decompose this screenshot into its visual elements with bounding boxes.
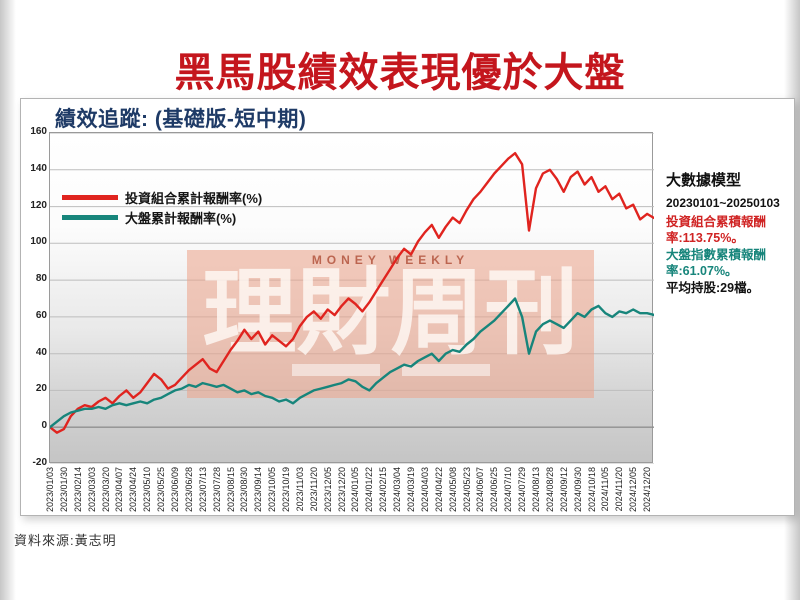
x-tick-label: 2024/09/30 bbox=[572, 467, 583, 513]
x-tick-label: 2024/07/10 bbox=[503, 467, 514, 513]
x-tick-label: 2023/11/20 bbox=[308, 467, 319, 512]
x-tick-label: 2024/02/15 bbox=[378, 467, 389, 513]
x-tick-label: 2024/05/23 bbox=[461, 467, 472, 513]
x-tick-label: 2024/03/04 bbox=[392, 467, 403, 513]
watermark-subtext bbox=[187, 363, 594, 376]
stats-holdings: 平均持股:29檔。 bbox=[666, 280, 760, 295]
stats-panel: 大數據模型 20230101~20250103 投資組合累積報酬率:113.75… bbox=[666, 171, 794, 296]
y-tick-label: 60 bbox=[35, 309, 47, 321]
legend-item-portfolio: 投資組合累計報酬率(%) bbox=[62, 187, 262, 207]
page-title: 黑馬股績效表現優於大盤 bbox=[174, 50, 626, 95]
x-tick-label: 2023/12/20 bbox=[336, 467, 347, 513]
stats-heading: 大數據模型 bbox=[666, 172, 742, 189]
x-tick-label: 2024/01/22 bbox=[364, 467, 375, 513]
y-tick-label: -20 bbox=[32, 457, 47, 468]
x-tick-label: 2024/04/03 bbox=[419, 467, 430, 513]
x-tick-label: 2023/09/14 bbox=[253, 467, 264, 513]
x-tick-label: 2024/01/05 bbox=[350, 467, 361, 513]
x-tick-label: 2023/05/10 bbox=[142, 467, 153, 513]
x-tick-label: 2023/03/03 bbox=[86, 467, 97, 513]
y-tick-label: 80 bbox=[35, 273, 47, 285]
x-tick-label: 2024/11/20 bbox=[614, 467, 625, 512]
x-tick-label: 2023/01/30 bbox=[58, 467, 69, 513]
market-series-line bbox=[50, 297, 654, 429]
x-tick-label: 2024/10/18 bbox=[586, 467, 597, 513]
x-tick-label: 2024/04/22 bbox=[433, 467, 444, 513]
stats-market-return: 大盤指數累積報酬率:61.07%。 bbox=[666, 247, 767, 279]
x-tick-label: 2024/08/13 bbox=[530, 467, 541, 513]
x-tick-label: 2023/10/05 bbox=[267, 467, 278, 513]
x-tick-label: 2023/04/07 bbox=[114, 467, 125, 513]
source-note: 資料來源:黃志明 bbox=[14, 533, 117, 548]
y-tick-label: 140 bbox=[30, 162, 47, 174]
x-tick-label: 2023/08/15 bbox=[225, 467, 236, 513]
y-tick-label: 100 bbox=[30, 236, 47, 248]
x-tick-label: 2024/06/07 bbox=[475, 467, 486, 513]
series-lines bbox=[50, 152, 654, 434]
watermark-subtext-block bbox=[291, 363, 380, 376]
legend-item-market: 大盤累計報酬率(%) bbox=[62, 207, 262, 227]
portfolio-series-line bbox=[50, 152, 654, 434]
y-tick-label: 20 bbox=[35, 383, 47, 395]
chart-card: 績效追蹤: (基礎版-短中期) 160 140 120 100 80 60 40 20 0 -20… bbox=[20, 98, 795, 516]
watermark-subtext-block bbox=[401, 363, 490, 376]
x-tick-label: 2024/06/25 bbox=[489, 467, 500, 513]
x-tick-label: 2023/06/28 bbox=[183, 467, 194, 513]
market-line-swatch bbox=[62, 214, 118, 220]
watermark-brand-zh: 理財周刊 bbox=[202, 262, 579, 366]
y-tick-label: 160 bbox=[30, 126, 47, 137]
stats-portfolio-return: 投資組合累積報酬率:113.75%。 bbox=[666, 214, 767, 246]
legend-label-portfolio: 投資組合累計報酬率(%) bbox=[125, 190, 263, 206]
x-tick-label: 2023/03/20 bbox=[100, 467, 111, 513]
x-tick-label: 2024/11/05 bbox=[600, 467, 611, 512]
legend: 投資組合累計報酬率(%) 大盤累計報酬率(%) bbox=[62, 187, 262, 227]
x-tick-label: 2023/07/13 bbox=[197, 467, 208, 513]
x-tick-label: 2024/12/20 bbox=[642, 467, 653, 513]
legend-label-market: 大盤累計報酬率(%) bbox=[125, 210, 237, 226]
y-tick-label: 40 bbox=[35, 346, 47, 358]
x-tick-label: 2023/12/05 bbox=[322, 467, 333, 513]
x-tick-label: 2024/03/19 bbox=[406, 467, 416, 513]
x-tick-label: 2023/05/25 bbox=[156, 467, 167, 513]
plot-area: MONEY WEEKLY 理財周刊 投資組合累計報酬率(%) 大盤累計報酬率(%… bbox=[49, 132, 654, 464]
x-tick-label: 2024/05/08 bbox=[447, 467, 458, 513]
x-tick-label: 2023/02/14 bbox=[72, 467, 83, 513]
watermark-brand-en: MONEY WEEKLY bbox=[311, 253, 470, 267]
y-tick-label: 0 bbox=[41, 420, 47, 432]
x-tick-label: 2024/08/28 bbox=[544, 467, 555, 513]
x-tick-label: 2024/09/12 bbox=[558, 467, 569, 513]
portfolio-line-swatch bbox=[62, 194, 118, 200]
stats-period: 20230101~20250103 bbox=[666, 195, 780, 210]
x-tick-label: 2023/04/24 bbox=[128, 467, 139, 513]
x-tick-label: 2023/01/03 bbox=[45, 467, 55, 513]
y-tick-label: 120 bbox=[30, 199, 47, 211]
x-tick-label: 2023/06/09 bbox=[169, 467, 180, 513]
x-tick-label: 2023/10/19 bbox=[281, 467, 292, 513]
x-tick-label: 2023/07/28 bbox=[211, 467, 222, 513]
x-tick-label: 2023/11/03 bbox=[294, 467, 305, 512]
x-tick-label: 2023/08/30 bbox=[239, 467, 250, 513]
x-tick-label: 2024/07/29 bbox=[517, 467, 528, 513]
chart-title: 績效追蹤: (基礎版-短中期) bbox=[55, 108, 307, 131]
x-tick-label: 2024/12/05 bbox=[628, 467, 639, 513]
